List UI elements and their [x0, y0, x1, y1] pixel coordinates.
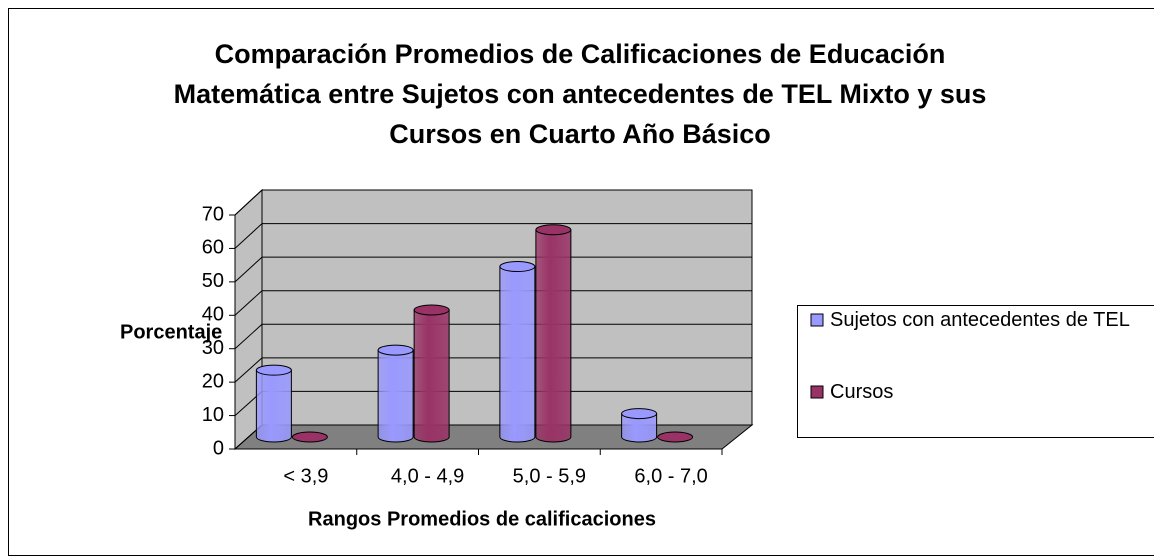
legend-swatch	[810, 313, 824, 327]
bar	[499, 261, 536, 443]
grid-line	[234, 223, 263, 249]
grid-line	[234, 189, 263, 216]
bar	[255, 364, 292, 443]
bar	[535, 224, 572, 443]
bar-body	[499, 266, 536, 443]
y-tick-label: 10	[202, 404, 224, 426]
bar	[413, 304, 450, 443]
bar-top	[255, 364, 292, 376]
bar	[657, 431, 694, 443]
grid-line	[234, 256, 263, 283]
y-tick-label: 40	[202, 304, 224, 326]
y-tick-label: 30	[202, 337, 224, 359]
y-tick-label: 0	[213, 437, 224, 459]
bar-body	[621, 413, 658, 443]
bar	[377, 344, 414, 443]
bar	[291, 431, 328, 443]
y-tick-label: 50	[202, 270, 224, 292]
bar-top	[657, 431, 694, 443]
bar-top	[499, 261, 536, 273]
legend-label: Cursos	[830, 381, 894, 403]
y-tick-label: 60	[202, 237, 224, 259]
legend-label: Sujetos con antecedentes de TEL	[830, 309, 1130, 331]
x-axis-label: Rangos Promedios de calificaciones	[308, 508, 656, 530]
bar	[621, 408, 658, 443]
bar-top	[377, 344, 414, 356]
y-axis-label: Porcentaje	[120, 321, 222, 343]
bar-top	[413, 304, 450, 316]
x-tick-label: 5,0 - 5,9	[513, 465, 586, 487]
bar-body	[535, 229, 572, 443]
y-tick-label: 70	[202, 203, 224, 225]
y-tick-label: 20	[202, 370, 224, 392]
bar-body	[377, 349, 414, 443]
bar-body	[413, 309, 450, 443]
x-tick-label: 4,0 - 4,9	[391, 465, 464, 487]
legend-box	[797, 305, 1154, 438]
bar-top	[291, 431, 328, 443]
x-tick-label: < 3,9	[283, 465, 328, 487]
bar-top	[535, 224, 572, 236]
x-tick-label: 6,0 - 7,0	[634, 465, 707, 487]
grid-line	[234, 290, 263, 316]
bar-top	[621, 408, 658, 420]
bar-body	[255, 369, 292, 443]
grid-line	[234, 323, 263, 350]
legend-swatch	[810, 385, 824, 399]
chart-title: Comparación Promedios de Calificaciones …	[173, 39, 987, 149]
grid-line	[234, 357, 263, 383]
